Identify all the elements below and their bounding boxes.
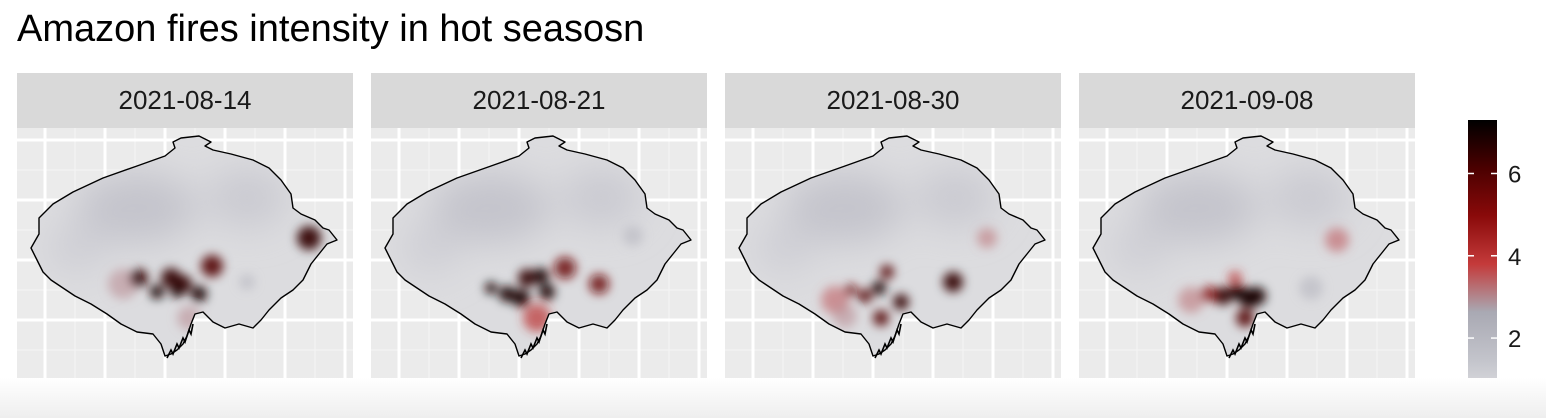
region-outline [738,135,1046,357]
fire-hotspot [239,274,255,290]
bottom-fade [0,378,1546,418]
facet-plot-area [1079,128,1415,378]
facet-map-svg [371,128,707,378]
facet-panel-1: 2021-08-14 [17,73,353,378]
facet-plot-area [725,128,1061,378]
fire-hotspot [833,304,857,328]
fire-hotspot [1248,287,1266,305]
colorbar [1468,120,1497,408]
facet-panel-3: 2021-08-30 [725,73,1061,378]
fire-hotspot [499,286,515,302]
color-legend: 2 4 6 [1468,120,1538,410]
fire-hotspot [177,306,201,330]
river-outline [520,323,548,359]
fire-hotspot [130,269,148,287]
facet-map-svg [17,128,353,378]
fire-hotspot [1214,287,1232,305]
fire-hotspot [845,284,857,296]
fire-hotspot [977,228,997,248]
fire-hotspot [589,274,609,294]
facet-strip-label: 2021-08-30 [725,73,1061,128]
legend-tick-label: 4 [1508,244,1521,271]
facet-strip-label: 2021-08-14 [17,73,353,128]
fire-hotspot [150,285,164,299]
fire-hotspot [201,255,223,277]
fire-hotspot [518,269,536,287]
river-outline [166,323,194,359]
fire-hotspot [554,257,576,279]
river-outline [874,323,902,359]
fire-hotspot [485,282,497,294]
fire-hotspot [1178,287,1204,313]
facet-plot-area [17,128,353,378]
region-outline [384,135,692,357]
fire-hotspot [873,310,889,326]
legend-tick-label: 2 [1508,326,1521,353]
fire-hotspot [539,284,555,300]
facet-map-svg [725,128,1061,378]
fire-hotspot [533,268,549,284]
fire-hotspot [893,294,909,310]
fire-hotspot [1236,309,1254,327]
facet-panel-2: 2021-08-21 [371,73,707,378]
chart-title: Amazon fires intensity in hot seasosn [17,8,645,50]
river-outline [1228,323,1256,359]
fire-hotspot [1228,271,1242,285]
facet-plot-area [371,128,707,378]
region-outline [1092,135,1400,357]
fire-hotspot [858,289,872,303]
fire-hotspot [171,286,183,298]
legend-tick-label: 6 [1508,161,1521,188]
fire-hotspot [880,265,894,279]
fire-hotspot [872,281,886,295]
fire-hotspot [1201,286,1217,302]
fire-hotspot [297,226,321,250]
fire-hotspot [623,226,643,246]
facet-strip-label: 2021-09-08 [1079,73,1415,128]
fire-hotspot [1325,228,1349,252]
color-legend-svg: 2 4 6 [1468,120,1521,408]
facet-strip-label: 2021-08-21 [371,73,707,128]
fire-hotspot [191,286,207,302]
facet-map-svg [1079,128,1415,378]
facet-panel-4: 2021-09-08 [1079,73,1415,378]
fire-hotspot [1299,276,1323,300]
fire-hotspot [512,289,530,307]
fire-hotspot [943,272,963,292]
region-outline [30,135,338,357]
